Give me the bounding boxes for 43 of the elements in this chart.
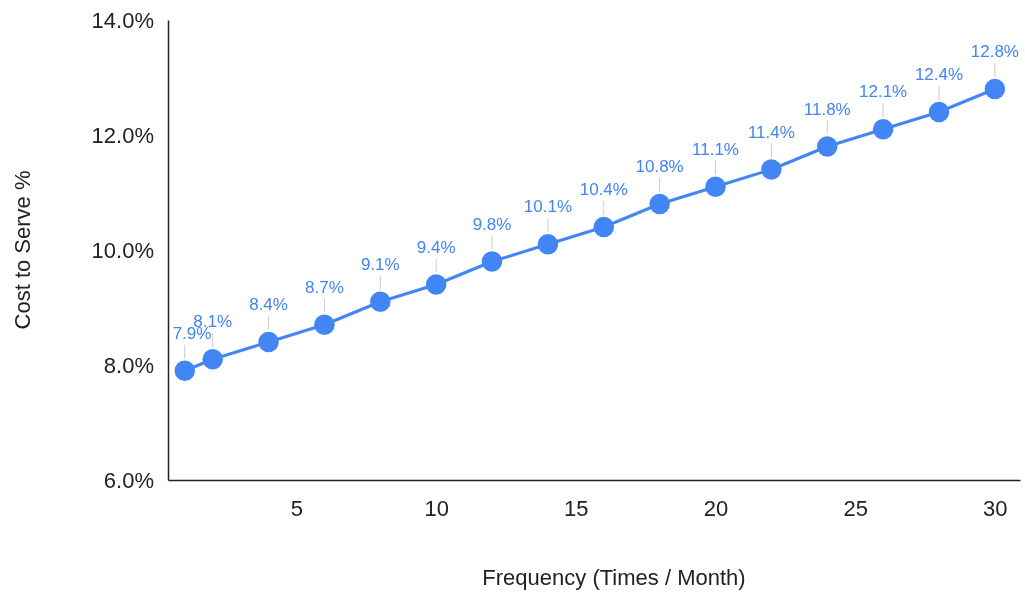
data-label: 12.8% [970,42,1019,61]
point [258,331,279,353]
point [370,291,391,312]
data-label: 12.4% [914,65,964,84]
y-axis-title: Cost to Serve % [10,170,35,330]
point [761,159,782,180]
point [314,314,335,335]
point [817,136,838,157]
point [174,360,196,381]
data-label: 12.1% [859,82,908,102]
point [649,193,670,215]
point [202,349,223,370]
x-axis-title: Frequency (Times / Month) [482,565,746,590]
x-tick-label: 15 [564,495,589,521]
data-label: 11.8% [803,99,851,119]
x-tick-label: 30 [983,495,1008,521]
data-label: 8.7% [305,277,344,297]
point [593,216,615,238]
point [984,78,1006,100]
point [537,234,559,255]
x-tick-label: 20 [703,495,729,521]
point [481,251,503,272]
data-label: 9.1% [360,254,400,274]
y-tick-label: 14.0% [91,7,154,33]
point [425,274,447,295]
x-tick-label: 25 [843,495,868,521]
data-label: 10.4% [579,180,628,199]
y-tick-label: 12.0% [91,122,154,148]
data-label: 8.4% [249,295,288,314]
data-label: 10.1% [523,197,573,217]
data-label: 10.8% [635,157,684,176]
data-label: 11.4% [747,122,795,142]
y-tick-label: 10.0% [91,237,154,263]
y-tick-label: 8.0% [103,352,154,378]
point [705,176,726,197]
x-tick-label: 5 [290,495,304,521]
point [928,101,950,123]
data-label: 9.4% [416,237,456,257]
data-label: 9.8% [472,214,512,234]
data-label: 11.1% [692,139,739,159]
point [872,119,894,140]
x-tick-label: 10 [424,495,449,521]
y-tick-label: 6.0% [103,467,154,493]
